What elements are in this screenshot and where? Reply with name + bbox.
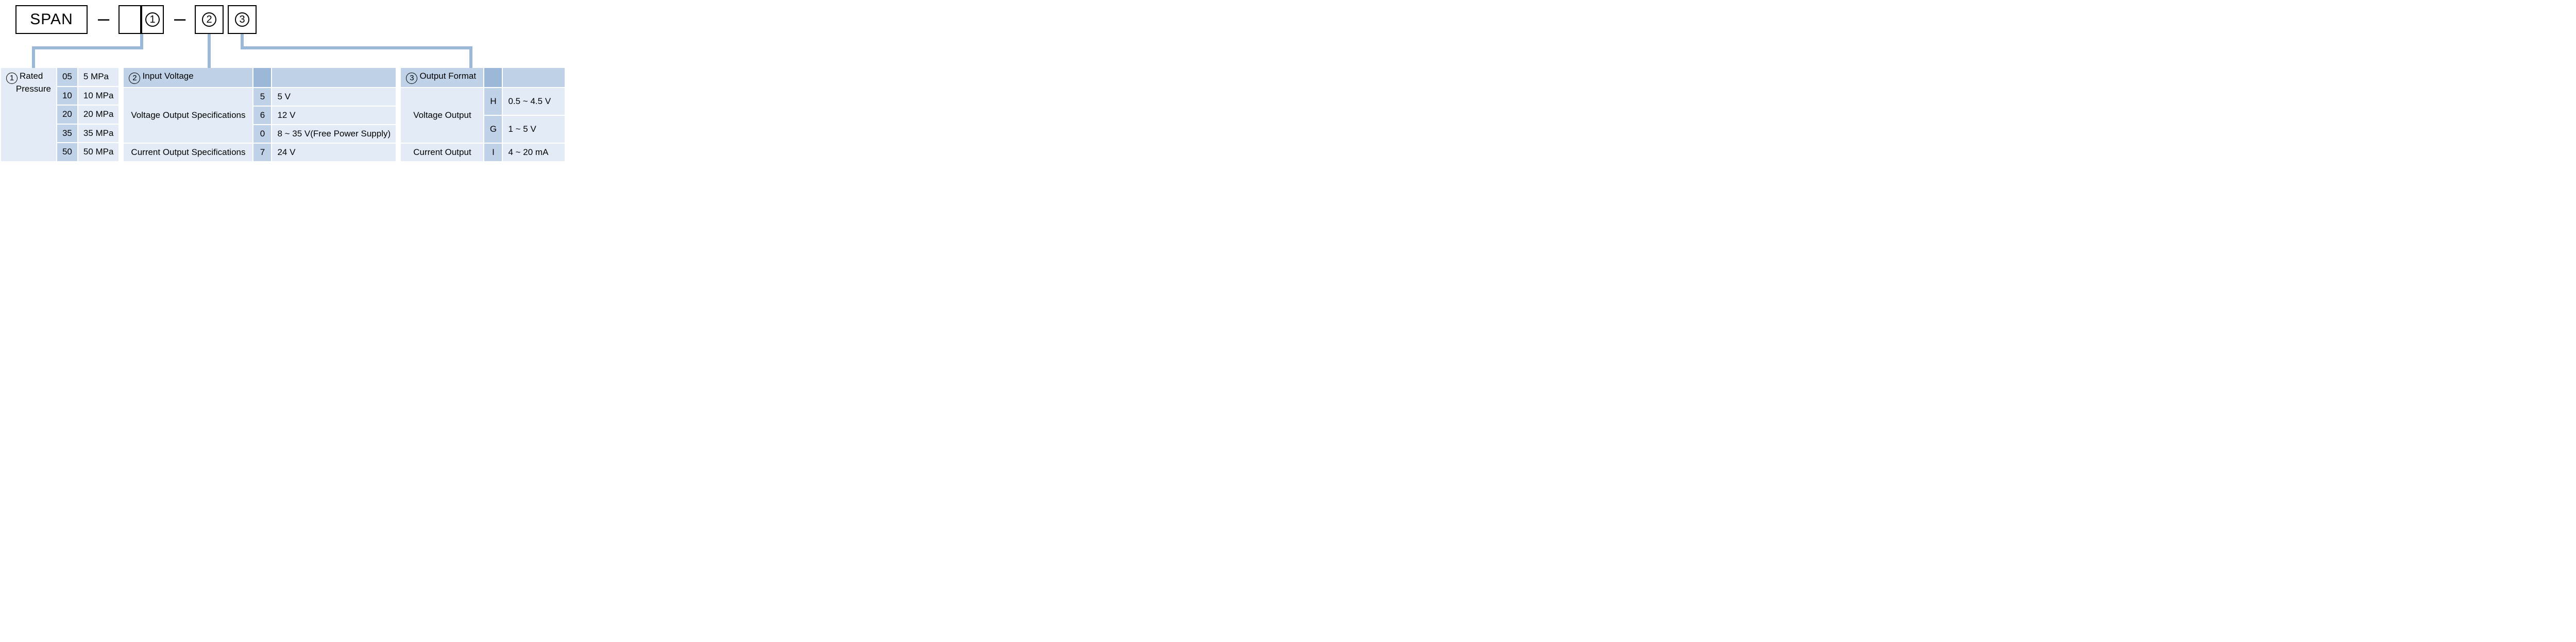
t2-code-0: 5 [253,88,271,106]
t3-val-2: 4 ~ 20 mA [503,144,565,161]
t3-val-0: 0.5 ~ 4.5 V [503,88,565,115]
t2-group2: Current Output Specifications [124,144,252,161]
connector-3-vert-bot [469,46,472,68]
t1-code-2: 20 [57,106,77,124]
t2-code-1: 6 [253,107,271,124]
prefix-box: SPAN [15,5,88,34]
slot1-box-right: 1 [141,5,164,34]
connector-3-horiz [241,46,472,49]
t2-code-3: 7 [253,144,271,161]
tables-row: 1Rated Pressure 05 5 MPa 10 10 MPa 20 20… [0,67,566,162]
table-rated-pressure: 1Rated Pressure 05 5 MPa 10 10 MPa 20 20… [0,67,120,162]
slot1-box-left [118,5,141,34]
t3-group1: Voltage Output [401,88,483,143]
t3-val-1: 1 ~ 5 V [503,116,565,143]
t3-header-blank [503,68,565,87]
t2-stub [253,68,271,87]
t3-header: Output Format [419,71,476,81]
hyphen-1: – [98,7,109,30]
connector-1-horiz [32,46,143,49]
t1-code-0: 05 [57,68,77,86]
connector-1-vert-top [140,34,143,46]
slot2-circled-number: 2 [202,12,216,27]
t1-val-0: 5 MPa [78,68,119,86]
t1-header-line1: Rated [20,71,43,81]
slot3-box: 3 [228,5,257,34]
t2-val-1: 12 V [272,107,396,124]
t1-val-4: 50 MPa [78,143,119,161]
t1-val-2: 20 MPa [78,106,119,124]
t3-code-2: I [484,144,502,161]
hyphen-2: – [174,7,185,30]
t2-header: Input Voltage [142,71,193,81]
slot1-circled-number: 1 [145,12,160,27]
t2-code-2: 0 [253,125,271,143]
connector-1-vert-bot [32,46,35,68]
t1-code-3: 35 [57,125,77,143]
t2-num-icon: 2 [129,73,140,84]
t2-header-blank [272,68,396,87]
t1-header-line2: Pressure [16,84,51,94]
model-code-diagram: SPAN – 1 – 2 3 1Rated Pressure 05 5 MPa [0,0,824,196]
table-input-voltage: 2Input Voltage Voltage Output Specificat… [123,67,397,162]
t2-val-2: 8 ~ 35 V(Free Power Supply) [272,125,396,143]
t3-stub [484,68,502,87]
t2-val-3: 24 V [272,144,396,161]
t3-code-1: G [484,116,502,143]
t1-val-1: 10 MPa [78,87,119,105]
slot2-box: 2 [195,5,224,34]
t1-val-3: 35 MPa [78,125,119,143]
t1-code-1: 10 [57,87,77,105]
t3-group2: Current Output [401,144,483,161]
table-output-format: 3Output Format Voltage Output H 0.5 ~ 4.… [400,67,566,162]
t3-num-icon: 3 [406,73,417,84]
t3-code-0: H [484,88,502,115]
t1-num-icon: 1 [6,73,18,84]
connector-2-vert [208,34,211,68]
t2-val-0: 5 V [272,88,396,106]
slot3-circled-number: 3 [235,12,249,27]
t1-code-4: 50 [57,143,77,161]
connector-3-vert-top [241,34,244,46]
t2-group1: Voltage Output Specifications [124,88,252,143]
